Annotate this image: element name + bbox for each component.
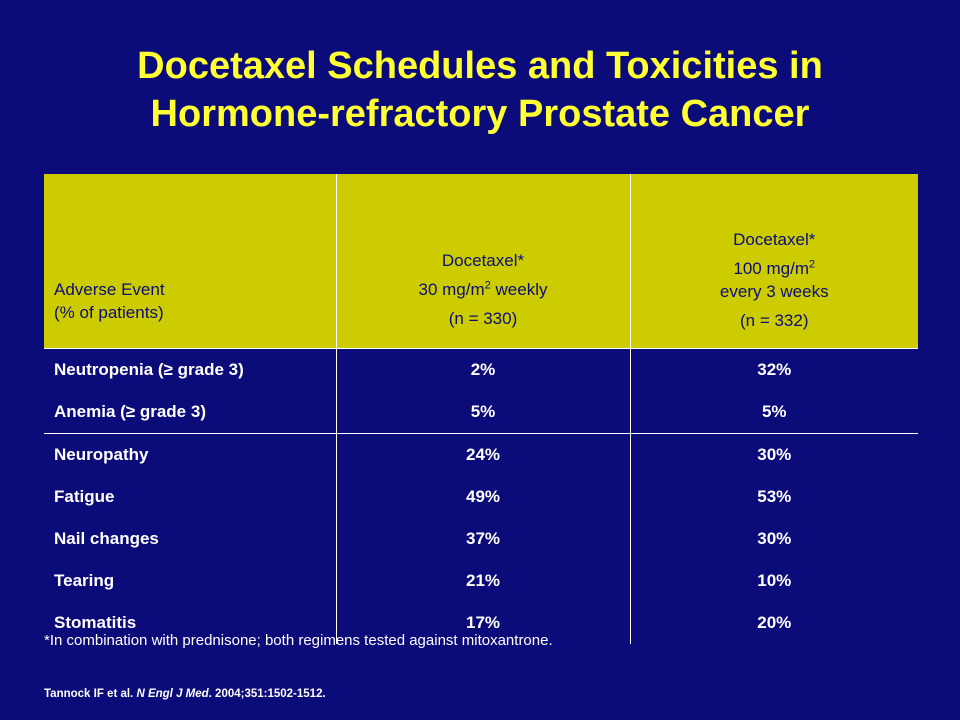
q3w-value: 20% — [757, 613, 792, 632]
weekly-value: 21% — [336, 560, 631, 602]
table-row: Stomatitis 17% 20% — [44, 602, 918, 644]
header-q3w-regimen: Docetaxel* 100 mg/m2 every 3 weeks (n = … — [630, 174, 918, 349]
weekly-value: 2% — [336, 348, 631, 391]
slide-title-line-2: Hormone-refractory Prostate Cancer — [150, 93, 810, 135]
event-name: Tearing — [44, 560, 337, 602]
weekly-value: 24% — [336, 433, 631, 476]
footnote: *In combination with prednisone; both re… — [44, 632, 553, 649]
q3w-value: 30% — [757, 529, 792, 548]
event-name: Fatigue — [44, 476, 337, 518]
table-row: Tearing 21% 10% — [44, 560, 918, 602]
q3w-value: 10% — [757, 571, 792, 590]
table-row: Fatigue 49% 53% — [44, 476, 918, 518]
q3w-value: 32% — [630, 348, 918, 391]
weekly-dose: 30 mg/m2 weekly — [418, 279, 548, 299]
event-name: Stomatitis — [44, 602, 337, 644]
event-name: Nail changes — [44, 518, 337, 560]
adverse-events-table: Adverse Event (% of patients) Docetaxel*… — [44, 174, 918, 644]
event-name: Neutropenia (≥ grade 3) — [44, 348, 337, 391]
q3w-dose: 100 mg/m2 — [733, 258, 816, 278]
weekly-value: 49% — [336, 476, 631, 518]
q3w-value: 5% — [761, 402, 787, 421]
slide-title: Docetaxel Schedules and Toxicities in Ho… — [60, 42, 900, 138]
weekly-value: 37% — [336, 518, 631, 560]
citation: Tannock IF et al. N Engl J Med. 2004;351… — [44, 688, 326, 700]
journal-name: N Engl J Med — [136, 688, 209, 700]
table-header-row: Adverse Event (% of patients) Docetaxel*… — [44, 174, 918, 349]
weekly-value: 5% — [336, 391, 631, 434]
weekly-value: 17% — [336, 602, 631, 644]
q3w-value: 30% — [630, 433, 918, 476]
slide-title-line-1: Docetaxel Schedules and Toxicities in — [137, 45, 823, 87]
event-name: Neuropathy — [44, 433, 337, 476]
q3w-value: 53% — [757, 487, 792, 506]
table-row: Neuropathy 24% 30% — [44, 433, 918, 476]
event-name: Anemia (≥ grade 3) — [44, 391, 337, 434]
table-row: Neutropenia (≥ grade 3) 2% 32% — [44, 348, 918, 391]
header-adverse-event: Adverse Event (% of patients) — [44, 174, 337, 349]
table-row: Anemia (≥ grade 3) 5% 5% — [44, 391, 918, 434]
table-row: Nail changes 37% 30% — [44, 518, 918, 560]
header-weekly-regimen: Docetaxel* 30 mg/m2 weekly (n = 330) — [336, 174, 631, 349]
